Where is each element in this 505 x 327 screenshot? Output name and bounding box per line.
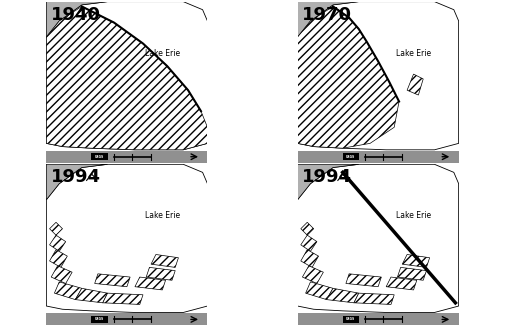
Polygon shape [46,2,208,150]
Polygon shape [343,316,359,323]
Polygon shape [49,222,63,235]
Polygon shape [402,254,430,267]
Polygon shape [301,250,319,267]
Polygon shape [94,274,130,287]
Polygon shape [91,153,108,160]
Text: USGS: USGS [346,155,356,159]
Polygon shape [51,266,72,284]
Polygon shape [146,267,175,280]
Polygon shape [103,293,143,304]
Text: USGS: USGS [95,318,104,321]
Polygon shape [46,2,108,37]
Polygon shape [91,316,108,323]
Polygon shape [297,2,459,150]
Text: Lake Erie: Lake Erie [145,211,180,220]
Polygon shape [343,153,359,160]
Text: Lake Erie: Lake Erie [396,49,431,58]
Polygon shape [301,235,317,251]
Polygon shape [297,151,459,163]
Polygon shape [302,266,323,284]
Polygon shape [46,7,208,150]
Polygon shape [306,282,333,300]
Text: USGS: USGS [346,318,356,321]
Text: 1994: 1994 [302,168,352,186]
Text: 1940: 1940 [51,6,101,24]
Polygon shape [46,164,108,200]
Polygon shape [297,7,399,148]
Polygon shape [407,74,423,95]
Text: Lake Erie: Lake Erie [396,211,431,220]
Polygon shape [55,282,82,300]
Polygon shape [346,274,381,287]
Polygon shape [297,164,459,313]
Polygon shape [301,222,314,235]
Text: Lake Erie: Lake Erie [145,49,180,58]
Polygon shape [151,254,178,267]
Text: 1970: 1970 [302,6,352,24]
Polygon shape [297,164,359,200]
Polygon shape [46,151,208,163]
Polygon shape [386,277,417,290]
Polygon shape [75,288,108,303]
Polygon shape [297,2,359,37]
Polygon shape [297,313,459,325]
Polygon shape [135,277,166,290]
Text: USGS: USGS [95,155,104,159]
Polygon shape [327,288,359,303]
Polygon shape [46,313,208,325]
Polygon shape [354,293,394,304]
Polygon shape [49,235,66,251]
Text: 1994: 1994 [51,168,101,186]
Polygon shape [397,267,426,280]
Polygon shape [49,250,67,267]
Polygon shape [46,164,208,313]
